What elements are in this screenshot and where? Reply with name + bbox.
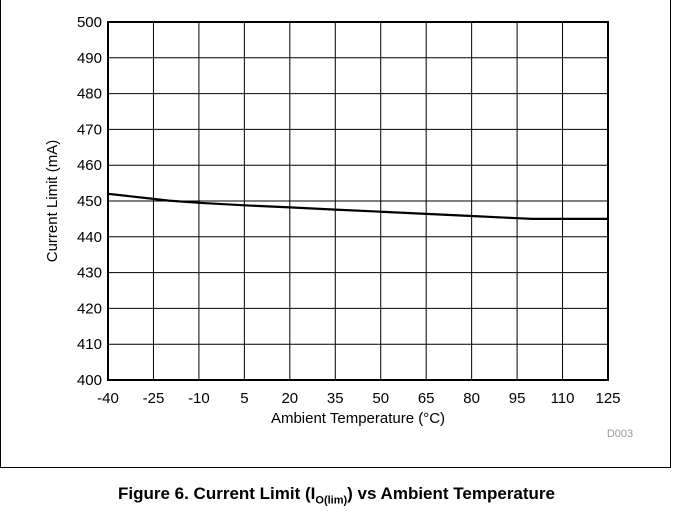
series-line-0 [107, 192, 608, 220]
plot-border [107, 21, 609, 381]
x-tick-label: -25 [143, 390, 165, 407]
y-axis-label: Current Limit (mA) [44, 140, 61, 263]
x-tick-label: -10 [188, 390, 210, 407]
x-tick-label: 5 [240, 390, 248, 407]
x-tick-label: 65 [418, 390, 435, 407]
y-tick-label: 430 [77, 265, 102, 282]
y-tick-label: 490 [77, 50, 102, 67]
figure-frame [0, 0, 671, 468]
x-tick-label: -40 [97, 390, 119, 407]
x-tick-label: 95 [509, 390, 526, 407]
x-tick-label: 35 [327, 390, 344, 407]
tick-labels: -40 -25 -10 5 20 35 50 65 80 95 110 125 400 410 420 430… [77, 14, 621, 407]
x-tick-label: 50 [372, 390, 389, 407]
y-tick-label: 480 [77, 86, 102, 103]
y-tick-label: 470 [77, 121, 102, 138]
y-tick-label: 450 [77, 193, 102, 210]
figure-caption: Figure 6. Current Limit (IO(lim)) vs Amb… [0, 484, 673, 506]
y-tick-label: 410 [77, 336, 102, 353]
y-tick-label: 400 [77, 372, 102, 389]
y-tick-label: 420 [77, 300, 102, 317]
figure-id: D003 [607, 428, 633, 440]
y-tick-label: 500 [77, 14, 102, 31]
series-layer [107, 192, 608, 220]
y-tick-label: 460 [77, 157, 102, 174]
caption-prefix: Figure 6. Current Limit (I [117, 484, 316, 503]
x-axis-label: Ambient Temperature (°C) [271, 410, 445, 427]
x-tick-label: 110 [551, 390, 575, 407]
y-tick-label: 440 [77, 229, 102, 246]
caption-suffix: ) vs Ambient Temperature [347, 484, 555, 503]
current-limit-chart: -40 -25 -10 5 20 35 50 65 80 95 110 125 400 410 420 430… [44, 14, 633, 440]
x-tick-label: 80 [463, 390, 480, 407]
caption-subscript: O(lim) [315, 494, 348, 507]
x-tick-label: 20 [281, 390, 298, 407]
x-tick-label: 125 [595, 390, 620, 407]
